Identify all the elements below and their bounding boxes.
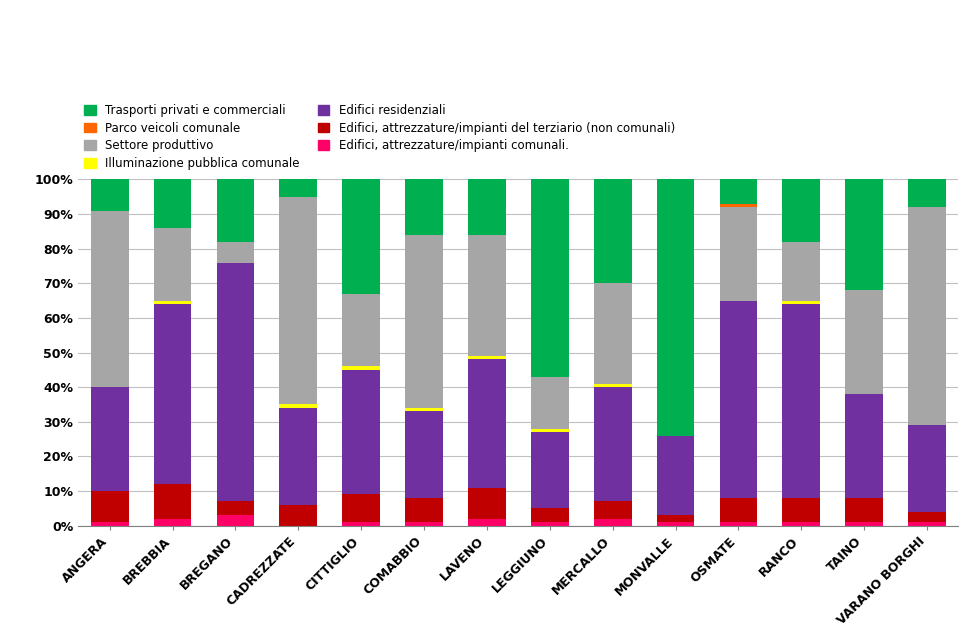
- Legend: Trasporti privati e commerciali, Parco veicoli comunale, Settore produttivo, Ill: Trasporti privati e commerciali, Parco v…: [84, 104, 674, 170]
- Bar: [531, 432, 568, 508]
- Bar: [468, 360, 505, 488]
- Bar: [593, 501, 631, 519]
- Bar: [468, 179, 505, 235]
- Bar: [531, 429, 568, 432]
- Bar: [593, 384, 631, 387]
- Bar: [531, 522, 568, 526]
- Bar: [279, 197, 317, 404]
- Bar: [279, 404, 317, 408]
- Bar: [468, 356, 505, 360]
- Bar: [782, 179, 820, 242]
- Bar: [908, 179, 945, 207]
- Bar: [91, 211, 128, 387]
- Bar: [719, 204, 756, 207]
- Bar: [908, 512, 945, 522]
- Bar: [719, 179, 756, 204]
- Bar: [468, 488, 505, 519]
- Bar: [593, 179, 631, 283]
- Bar: [782, 304, 820, 498]
- Bar: [908, 425, 945, 512]
- Bar: [153, 301, 191, 304]
- Bar: [153, 179, 191, 228]
- Bar: [531, 508, 568, 522]
- Bar: [531, 377, 568, 429]
- Bar: [844, 498, 882, 522]
- Bar: [342, 294, 380, 367]
- Bar: [656, 522, 694, 526]
- Bar: [216, 179, 254, 242]
- Bar: [404, 412, 443, 498]
- Bar: [342, 522, 380, 526]
- Bar: [153, 484, 191, 519]
- Bar: [844, 290, 882, 394]
- Bar: [216, 242, 254, 263]
- Bar: [719, 498, 756, 522]
- Bar: [153, 519, 191, 526]
- Bar: [719, 522, 756, 526]
- Bar: [908, 207, 945, 425]
- Bar: [342, 370, 380, 494]
- Bar: [91, 491, 128, 522]
- Bar: [782, 242, 820, 301]
- Bar: [404, 522, 443, 526]
- Bar: [342, 367, 380, 370]
- Bar: [216, 501, 254, 515]
- Bar: [216, 263, 254, 501]
- Bar: [656, 515, 694, 522]
- Bar: [153, 228, 191, 301]
- Bar: [844, 522, 882, 526]
- Bar: [656, 436, 694, 515]
- Bar: [719, 207, 756, 301]
- Bar: [593, 519, 631, 526]
- Bar: [91, 179, 128, 211]
- Bar: [593, 283, 631, 384]
- Bar: [782, 301, 820, 304]
- Bar: [279, 505, 317, 526]
- Bar: [531, 179, 568, 377]
- Bar: [404, 498, 443, 522]
- Bar: [153, 304, 191, 484]
- Bar: [404, 408, 443, 412]
- Bar: [404, 235, 443, 408]
- Bar: [593, 387, 631, 501]
- Bar: [279, 408, 317, 505]
- Bar: [216, 515, 254, 526]
- Bar: [91, 522, 128, 526]
- Bar: [844, 179, 882, 290]
- Bar: [91, 387, 128, 491]
- Bar: [468, 235, 505, 356]
- Bar: [279, 179, 317, 197]
- Bar: [468, 519, 505, 526]
- Bar: [782, 498, 820, 522]
- Bar: [342, 494, 380, 522]
- Bar: [404, 179, 443, 235]
- Bar: [844, 394, 882, 498]
- Bar: [782, 522, 820, 526]
- Bar: [656, 179, 694, 436]
- Bar: [908, 522, 945, 526]
- Bar: [719, 301, 756, 498]
- Bar: [342, 179, 380, 294]
